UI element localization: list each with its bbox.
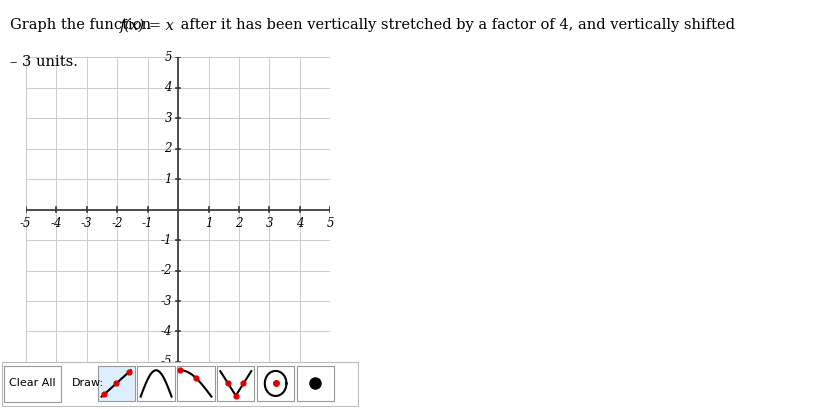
Text: 2: 2 bbox=[164, 142, 172, 155]
Text: 2: 2 bbox=[235, 217, 243, 230]
FancyBboxPatch shape bbox=[98, 366, 135, 401]
Text: -3: -3 bbox=[80, 217, 93, 230]
Text: -2: -2 bbox=[160, 264, 172, 277]
FancyBboxPatch shape bbox=[2, 362, 358, 406]
Text: 5: 5 bbox=[327, 217, 334, 230]
Text: Graph the function: Graph the function bbox=[10, 18, 155, 32]
FancyBboxPatch shape bbox=[257, 366, 294, 401]
Text: -2: -2 bbox=[111, 217, 123, 230]
FancyBboxPatch shape bbox=[4, 366, 61, 402]
Text: -1: -1 bbox=[141, 217, 154, 230]
FancyBboxPatch shape bbox=[137, 366, 175, 401]
Text: -3: -3 bbox=[160, 294, 172, 308]
FancyBboxPatch shape bbox=[297, 366, 334, 401]
Text: 4: 4 bbox=[296, 217, 304, 230]
Text: Clear All: Clear All bbox=[9, 378, 56, 389]
Text: -5: -5 bbox=[160, 355, 172, 369]
Text: 4: 4 bbox=[164, 81, 172, 94]
Text: 1: 1 bbox=[205, 217, 212, 230]
Text: 1: 1 bbox=[164, 173, 172, 186]
FancyBboxPatch shape bbox=[217, 366, 254, 401]
Text: 3: 3 bbox=[164, 112, 172, 125]
Text: -4: -4 bbox=[50, 217, 62, 230]
Text: Draw:: Draw: bbox=[72, 378, 104, 389]
Text: -4: -4 bbox=[160, 325, 172, 338]
Text: 5: 5 bbox=[164, 51, 172, 64]
FancyBboxPatch shape bbox=[177, 366, 215, 401]
Text: 3: 3 bbox=[266, 217, 273, 230]
Text: – 3 units.: – 3 units. bbox=[10, 55, 77, 69]
Text: after it has been vertically stretched by a factor of 4, and vertically shifted: after it has been vertically stretched b… bbox=[176, 18, 735, 32]
Text: -1: -1 bbox=[160, 234, 172, 247]
Text: f(x) = x: f(x) = x bbox=[120, 18, 175, 33]
Text: -5: -5 bbox=[20, 217, 32, 230]
